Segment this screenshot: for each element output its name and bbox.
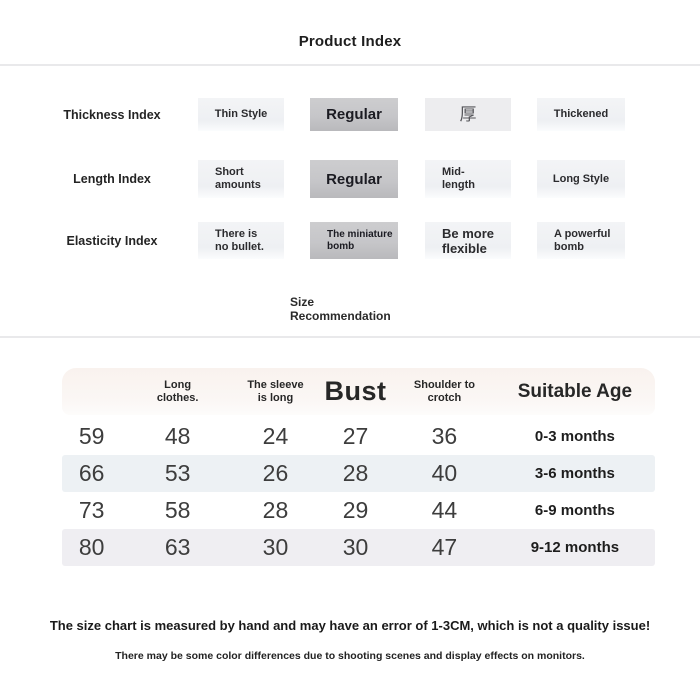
header-cell-shoulder-to-crotch: Shoulder to crotch: [413, 378, 475, 404]
elasticity-option-no-bullet: There is no bullet.: [198, 222, 284, 259]
thickness-option-thickened: Thickened: [537, 98, 625, 131]
length-option-mid-length: Mid- length: [425, 160, 511, 198]
cell-bust: 28: [342, 460, 369, 486]
cell-size-73: 73: [78, 497, 105, 523]
cell-age: 3-6 months: [534, 465, 615, 482]
thickness-option-thin-style: Thin Style: [198, 98, 284, 131]
thickness-option-thick-character: 厚: [425, 98, 511, 131]
cell-size-66: 66: [78, 460, 105, 486]
header-cell-bust: Bust: [324, 376, 387, 406]
cell-long-clothes: 63: [164, 534, 191, 560]
header-cell-sleeve-length: The sleeve is long: [247, 378, 304, 404]
page-title: Product Index: [298, 33, 402, 50]
header-cell-suitable-age: Suitable Age: [517, 381, 633, 402]
size-table-row-6-9-months: 73 58 28 29 44 6-9 months: [62, 492, 655, 529]
thickness-index-row: Thickness Index Thin Style Regular 厚 Thi…: [0, 98, 700, 131]
cell-sleeve: 24: [262, 423, 289, 449]
cell-bust: 30: [342, 534, 369, 560]
cell-long-clothes: 48: [164, 423, 191, 449]
cell-shoulder-crotch: 44: [431, 497, 458, 523]
cell-size-59: 59: [78, 423, 105, 449]
section-divider: [0, 336, 700, 338]
cell-shoulder-crotch: 40: [431, 460, 458, 486]
cell-sleeve: 28: [262, 497, 289, 523]
cell-sleeve: 26: [262, 460, 289, 486]
cell-long-clothes: 53: [164, 460, 191, 486]
header-cell-long-clothes: Long clothes.: [156, 378, 199, 404]
elasticity-option-miniature-bomb-selected: The miniature bomb: [310, 222, 398, 259]
top-divider: [0, 64, 700, 66]
thickness-option-regular-selected: Regular: [310, 98, 398, 131]
elasticity-index-row: Elasticity Index There is no bullet. The…: [0, 222, 700, 259]
cell-size-80: 80: [78, 534, 105, 560]
elasticity-option-be-more-flexible: Be more flexible: [425, 222, 511, 259]
cell-sleeve: 30: [262, 534, 289, 560]
cell-age: 0-3 months: [534, 428, 615, 445]
elasticity-option-powerful-bomb: A powerful bomb: [537, 222, 625, 259]
cell-long-clothes: 58: [164, 497, 191, 523]
cell-shoulder-crotch: 47: [431, 534, 458, 560]
measurement-disclaimer: The size chart is measured by hand and m…: [49, 618, 651, 633]
size-table-header-row: Long clothes. The sleeve is long Bust Sh…: [62, 368, 655, 415]
thickness-index-label: Thickness Index: [63, 107, 161, 122]
cell-age: 9-12 months: [530, 539, 620, 556]
elasticity-index-label: Elasticity Index: [66, 233, 158, 248]
cell-shoulder-crotch: 36: [431, 423, 458, 449]
length-index-row: Length Index Short amounts Regular Mid- …: [0, 160, 700, 198]
color-difference-disclaimer: There may be some color differences due …: [115, 650, 585, 662]
size-table-row-3-6-months: 66 53 26 28 40 3-6 months: [62, 455, 655, 492]
length-index-label: Length Index: [73, 172, 151, 186]
length-option-regular-selected: Regular: [310, 160, 398, 198]
cell-bust: 29: [342, 497, 369, 523]
size-table-row-0-3-months: 59 48 24 27 36 0-3 months: [62, 418, 655, 455]
size-recommendation-heading: Size Recommendation: [290, 295, 391, 323]
cell-bust: 27: [342, 423, 369, 449]
length-option-long-style: Long Style: [537, 160, 625, 198]
cell-age: 6-9 months: [534, 502, 615, 519]
length-option-short-amounts: Short amounts: [198, 160, 284, 198]
size-table-row-9-12-months: 80 63 30 30 47 9-12 months: [62, 529, 655, 566]
